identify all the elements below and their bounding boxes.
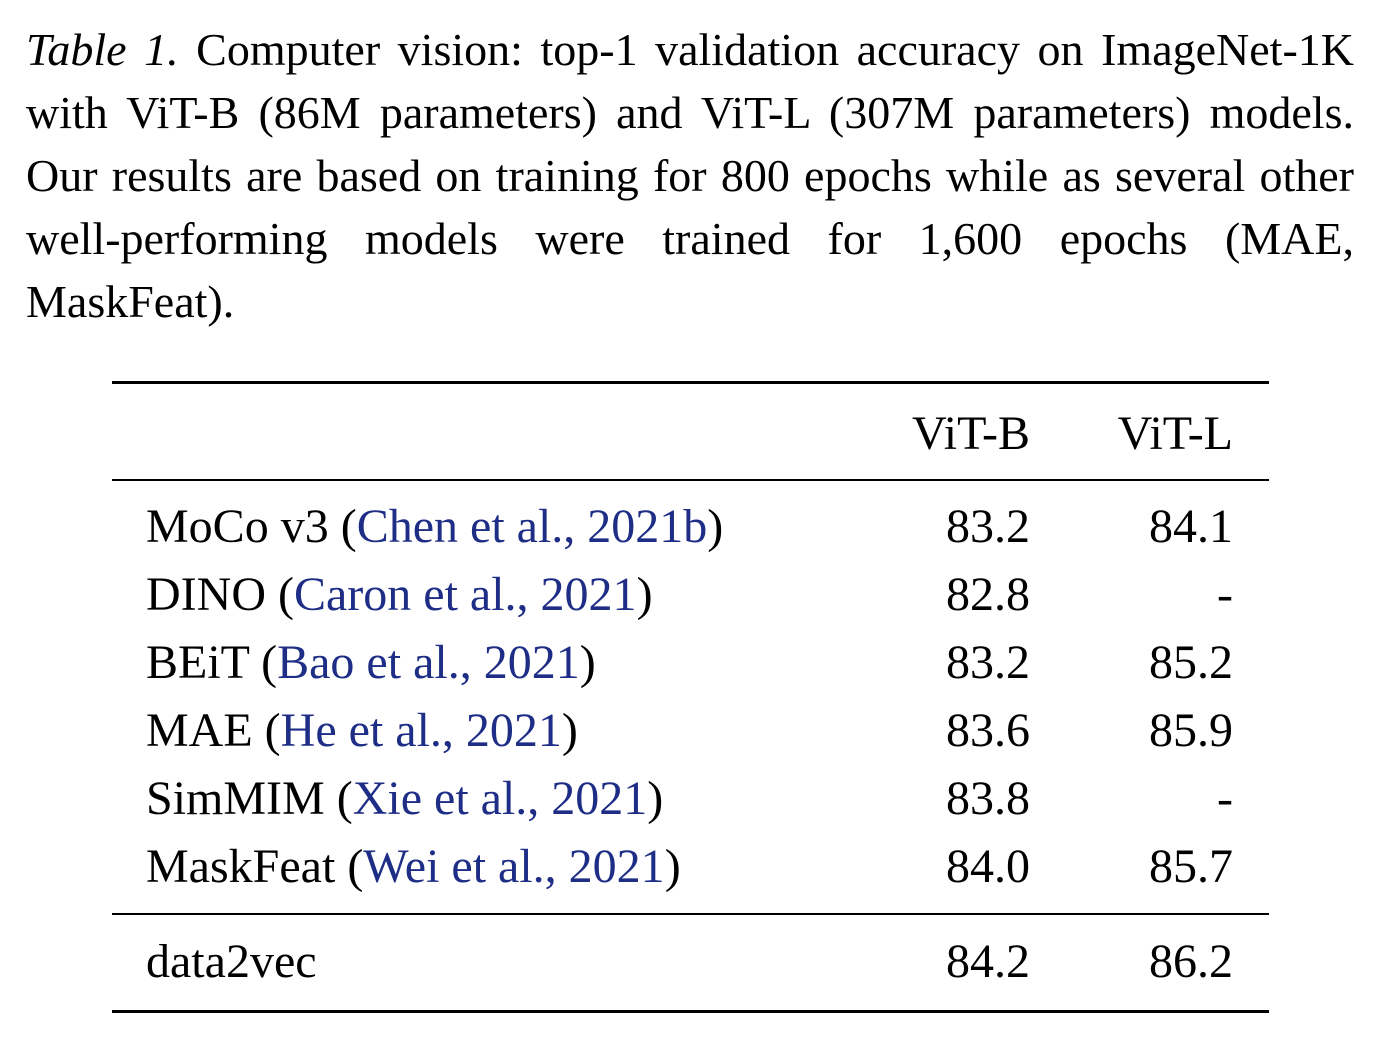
data2vec-vit-b-value: 84.2 (946, 935, 1030, 988)
vit-b-value: 84.0 (946, 840, 1030, 893)
header-vit-b: ViT-B (911, 407, 1030, 460)
citation-link[interactable]: He et al., 2021 (280, 704, 562, 757)
separator-rule (112, 913, 1269, 915)
vit-b-value: 82.8 (946, 568, 1030, 621)
data2vec-method: data2vec (146, 935, 317, 988)
vit-l-value: - (1217, 568, 1233, 621)
vit-b-value: 83.6 (946, 704, 1030, 757)
top-rule (112, 381, 1269, 384)
method-name: BEiT (146, 636, 250, 689)
vit-l-value: 85.7 (1149, 840, 1233, 893)
citation-link[interactable]: Xie et al., 2021 (352, 772, 648, 825)
vit-l-value: 84.1 (1149, 500, 1233, 553)
header-rule (112, 479, 1269, 481)
table-row-method: BEiT (Bao et al., 2021) (146, 636, 596, 689)
table-row-method: SimMIM (Xie et al., 2021) (146, 772, 664, 825)
citation-link[interactable]: Chen et al., 2021b (356, 500, 708, 553)
vit-l-value: 85.9 (1149, 704, 1233, 757)
table-row-method: MoCo v3 (Chen et al., 2021b) (146, 500, 724, 553)
citation-link[interactable]: Bao et al., 2021 (277, 636, 580, 689)
method-name: MaskFeat (146, 840, 336, 893)
table-label: Table 1. (26, 24, 179, 75)
table-caption: Table 1. Computer vision: top-1 validati… (26, 18, 1354, 333)
table-row-method: DINO (Caron et al., 2021) (146, 568, 653, 621)
vit-b-value: 83.2 (946, 636, 1030, 689)
vit-b-value: 83.2 (946, 500, 1030, 553)
citation-link[interactable]: Caron et al., 2021 (293, 568, 637, 621)
method-name: DINO (146, 568, 266, 621)
method-name: MoCo v3 (146, 500, 329, 553)
method-name: MAE (146, 704, 253, 757)
vit-b-value: 83.8 (946, 772, 1030, 825)
vit-l-value: 85.2 (1149, 636, 1233, 689)
header-vit-l: ViT-L (1117, 407, 1233, 460)
vit-l-value: - (1217, 772, 1233, 825)
caption-text: Computer vision: top-1 validation accura… (26, 24, 1354, 327)
table-row-method: MAE (He et al., 2021) (146, 704, 578, 757)
data2vec-vit-l-value: 86.2 (1149, 935, 1233, 988)
method-name: SimMIM (146, 772, 325, 825)
bottom-rule (112, 1010, 1269, 1013)
citation-link[interactable]: Wei et al., 2021 (363, 840, 665, 893)
table-row-method: MaskFeat (Wei et al., 2021) (146, 840, 681, 893)
